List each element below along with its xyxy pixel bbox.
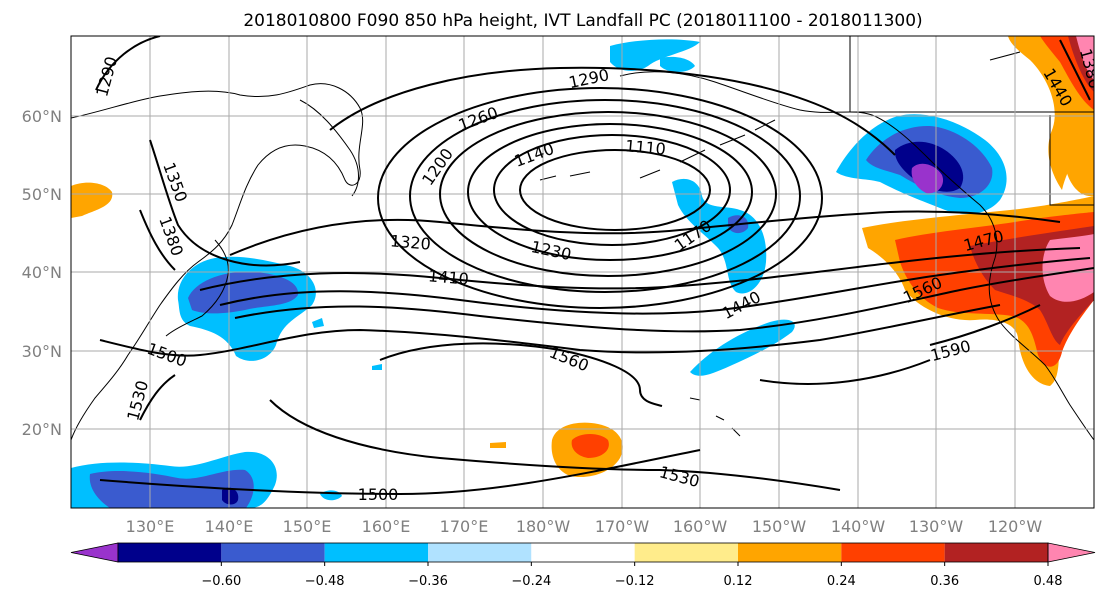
lon-label: 130°W — [909, 517, 964, 536]
contour-label: 1110 — [624, 136, 666, 158]
map-frame — [70, 35, 1095, 509]
contour-1110 — [519, 149, 711, 231]
colorbar-extend-min — [70, 542, 119, 563]
contour-1410 — [199, 247, 1081, 291]
colorbar-outline — [117, 542, 1049, 563]
kamchatka-coastline — [299, 99, 359, 197]
contour-label: 1320 — [389, 231, 431, 253]
contour-1590 — [929, 304, 1041, 346]
colorbar: −0.60 −0.48 −0.36 −0.24 −0.12 0.12 0.24 0.36 0.4… — [70, 542, 1096, 589]
colorbar-segment — [531, 543, 635, 562]
colorbar-segment — [841, 543, 945, 562]
contour-1140 — [493, 134, 731, 246]
lon-label: 140°E — [205, 517, 254, 536]
contour-1230 — [409, 99, 801, 293]
japan-coastline — [165, 239, 229, 337]
colorbar-segment — [221, 543, 325, 562]
lat-label: 60°N — [22, 107, 62, 126]
contour-1350 — [149, 139, 301, 267]
contour-1470 — [234, 267, 1094, 333]
map-panel: 1290 1290 1260 1200 1140 1110 1350 1380 … — [71, 36, 1094, 508]
colorbar-tick-label: −0.12 — [615, 574, 655, 589]
lon-label: 180°W — [516, 517, 571, 536]
colorbar-tick-label: −0.48 — [305, 574, 345, 589]
colorbar-tick-label: 0.48 — [1034, 574, 1063, 589]
lat-label: 30°N — [22, 342, 62, 361]
colorbar-segment — [118, 543, 222, 562]
contour-1530 — [139, 374, 841, 491]
colorbar-tick-label: −0.36 — [408, 574, 448, 589]
lon-label: 150°E — [283, 517, 332, 536]
lat-label: 20°N — [22, 420, 62, 439]
colorbar-tick-label: −0.24 — [511, 574, 551, 589]
colorbar-tick-label: 0.12 — [724, 574, 753, 589]
colorbar-tick-label: −0.60 — [201, 574, 241, 589]
colorbar-segment — [428, 543, 532, 562]
contour-1170 — [467, 123, 753, 261]
contour-label: 1500 — [358, 485, 399, 504]
contour-label: 1410 — [427, 266, 469, 288]
lon-label: 160°E — [362, 517, 411, 536]
lon-label: 160°W — [673, 517, 728, 536]
lon-label: 150°W — [752, 517, 807, 536]
lat-label: 50°N — [22, 185, 62, 204]
asia-coastline — [71, 83, 364, 441]
contour-1560 — [379, 342, 931, 407]
contour-1290 — [95, 36, 896, 156]
contour-1380 — [139, 39, 1091, 271]
colorbar-tick-label: 0.24 — [827, 574, 856, 589]
ivt-negative-region-bering — [610, 39, 700, 71]
contour-1440 — [219, 257, 1091, 315]
lon-label: 130°E — [126, 517, 175, 536]
lon-label: 140°W — [831, 517, 886, 536]
longitude-labels: 130°E 140°E 150°E 160°E 170°E 180°W 170°… — [126, 517, 1043, 536]
latitude-labels: 60°N 50°N 40°N 30°N 20°N — [22, 107, 62, 439]
contour-1260 — [377, 87, 823, 309]
lon-label: 120°W — [988, 517, 1043, 536]
height-contours — [95, 36, 1094, 496]
figure-title: 2018010800 F090 850 hPa height, IVT Land… — [243, 11, 922, 31]
ivt-positive-region-west — [71, 182, 113, 218]
colorbar-segment — [324, 543, 428, 562]
alaska-coastline — [619, 71, 1094, 441]
lon-label: 170°E — [440, 517, 489, 536]
colorbar-extend-max — [1047, 542, 1096, 563]
coastlines — [71, 36, 1094, 441]
lat-label: 40°N — [22, 263, 62, 282]
contour-1200 — [439, 111, 777, 277]
colorbar-segment — [634, 543, 738, 562]
colorbar-tick-label: 0.36 — [930, 574, 959, 589]
colorbar-segment — [944, 543, 1048, 562]
lon-label: 170°W — [595, 517, 650, 536]
contour-1320 — [229, 210, 1061, 256]
colorbar-segment — [738, 543, 842, 562]
